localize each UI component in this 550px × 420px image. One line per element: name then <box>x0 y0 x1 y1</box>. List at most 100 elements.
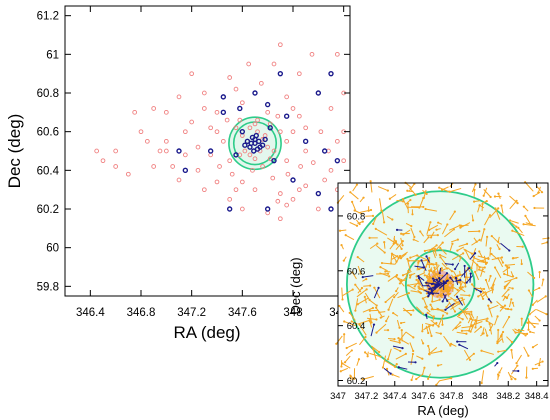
field-vector-head <box>490 234 493 238</box>
member-point <box>264 206 271 212</box>
field-point <box>328 106 334 111</box>
x-tick-label: 347 <box>330 391 346 402</box>
field-vector <box>344 321 356 327</box>
member-vector <box>439 282 447 289</box>
field-vector <box>485 279 490 290</box>
field-vector-head <box>393 338 396 341</box>
field-vector-head <box>441 269 444 272</box>
field-vector-head <box>360 286 364 290</box>
field-vector-head <box>376 242 379 245</box>
field-vector-head <box>479 325 483 329</box>
field-vector-head <box>527 289 531 292</box>
field-vector-head <box>383 221 386 224</box>
field-vector-head <box>422 342 425 345</box>
field-vector-head <box>345 346 348 350</box>
field-vector-head <box>529 330 532 333</box>
field-vector <box>431 308 445 311</box>
left-scatter-points <box>94 42 347 222</box>
field-vector-head <box>533 276 536 280</box>
x-tick-label: 347.6 <box>228 307 257 319</box>
field-vector <box>362 307 374 313</box>
field-vector <box>409 282 420 286</box>
field-vector <box>448 301 456 312</box>
right-plot-frame <box>337 182 549 387</box>
field-vector-head <box>415 278 418 281</box>
member-point <box>239 128 246 135</box>
field-vector-head <box>510 308 513 311</box>
field-vector <box>474 287 485 290</box>
member-vector-head <box>451 263 454 266</box>
field-vector-head <box>426 377 430 380</box>
field-vector <box>434 242 444 252</box>
field-vector <box>481 350 495 355</box>
field-vector-head <box>516 202 519 205</box>
field-vector-head <box>407 259 410 262</box>
field-vector <box>428 224 439 231</box>
field-vector-head <box>487 257 490 260</box>
right-x-axis-label: RA (deg) <box>417 403 468 418</box>
field-vector <box>457 246 465 252</box>
field-vector-head <box>362 196 365 199</box>
member-vector <box>442 294 447 302</box>
field-vector-head <box>482 332 485 335</box>
field-point <box>296 187 302 193</box>
field-vector-head <box>398 282 402 285</box>
field-vector-head <box>527 328 530 331</box>
field-vector-head <box>412 309 415 312</box>
field-vector-head <box>357 358 361 361</box>
field-vector <box>506 336 513 343</box>
field-vector-head <box>432 270 436 273</box>
field-vector <box>491 235 501 245</box>
field-vector-head <box>425 292 428 295</box>
member-vector <box>444 263 453 265</box>
field-vector-head <box>388 197 391 200</box>
field-vector <box>358 209 372 214</box>
field-vector-head <box>451 286 455 289</box>
y-tick-label: 60.4 <box>37 165 60 177</box>
field-vector <box>489 248 492 257</box>
field-vector <box>342 289 353 297</box>
field-vector <box>375 228 388 236</box>
x-tick-label: 348.2 <box>496 391 520 402</box>
field-vector-head <box>436 289 439 293</box>
field-vector <box>514 328 526 336</box>
field-vector-head <box>397 256 400 260</box>
field-vector <box>392 374 400 378</box>
field-vector-head <box>422 205 425 209</box>
field-vector <box>366 317 377 321</box>
field-vector-head <box>470 267 473 270</box>
field-point <box>246 61 252 67</box>
y-tick-label: 60.2 <box>37 204 59 216</box>
field-vector <box>538 357 541 366</box>
field-vector <box>504 273 513 278</box>
field-vector <box>500 205 504 214</box>
field-point <box>163 148 169 154</box>
field-vector <box>419 197 424 208</box>
field-vector-head <box>427 331 430 335</box>
field-vector <box>487 305 493 318</box>
field-vector-head <box>399 321 403 325</box>
field-vector <box>465 270 468 281</box>
field-vector-head <box>439 294 442 298</box>
field-vector <box>527 322 539 325</box>
field-point <box>290 129 296 135</box>
member-vector-head <box>438 271 441 275</box>
field-vector <box>441 186 449 191</box>
field-vector-head <box>379 266 382 269</box>
x-tick-label: 347.2 <box>177 307 206 319</box>
field-vector <box>389 339 400 344</box>
field-vector-head <box>482 194 485 197</box>
member-vector <box>456 296 464 306</box>
field-vector-head <box>439 256 442 259</box>
field-vector-head <box>451 283 454 286</box>
field-vector-head <box>343 320 346 323</box>
field-vector <box>424 247 437 252</box>
field-point <box>296 113 302 119</box>
field-vector-head <box>456 249 459 252</box>
field-vector-head <box>450 270 454 273</box>
field-vector <box>410 290 420 293</box>
field-vector <box>388 298 394 310</box>
field-vector-head <box>485 261 489 264</box>
field-vector-head <box>500 204 503 207</box>
field-point <box>176 94 182 100</box>
